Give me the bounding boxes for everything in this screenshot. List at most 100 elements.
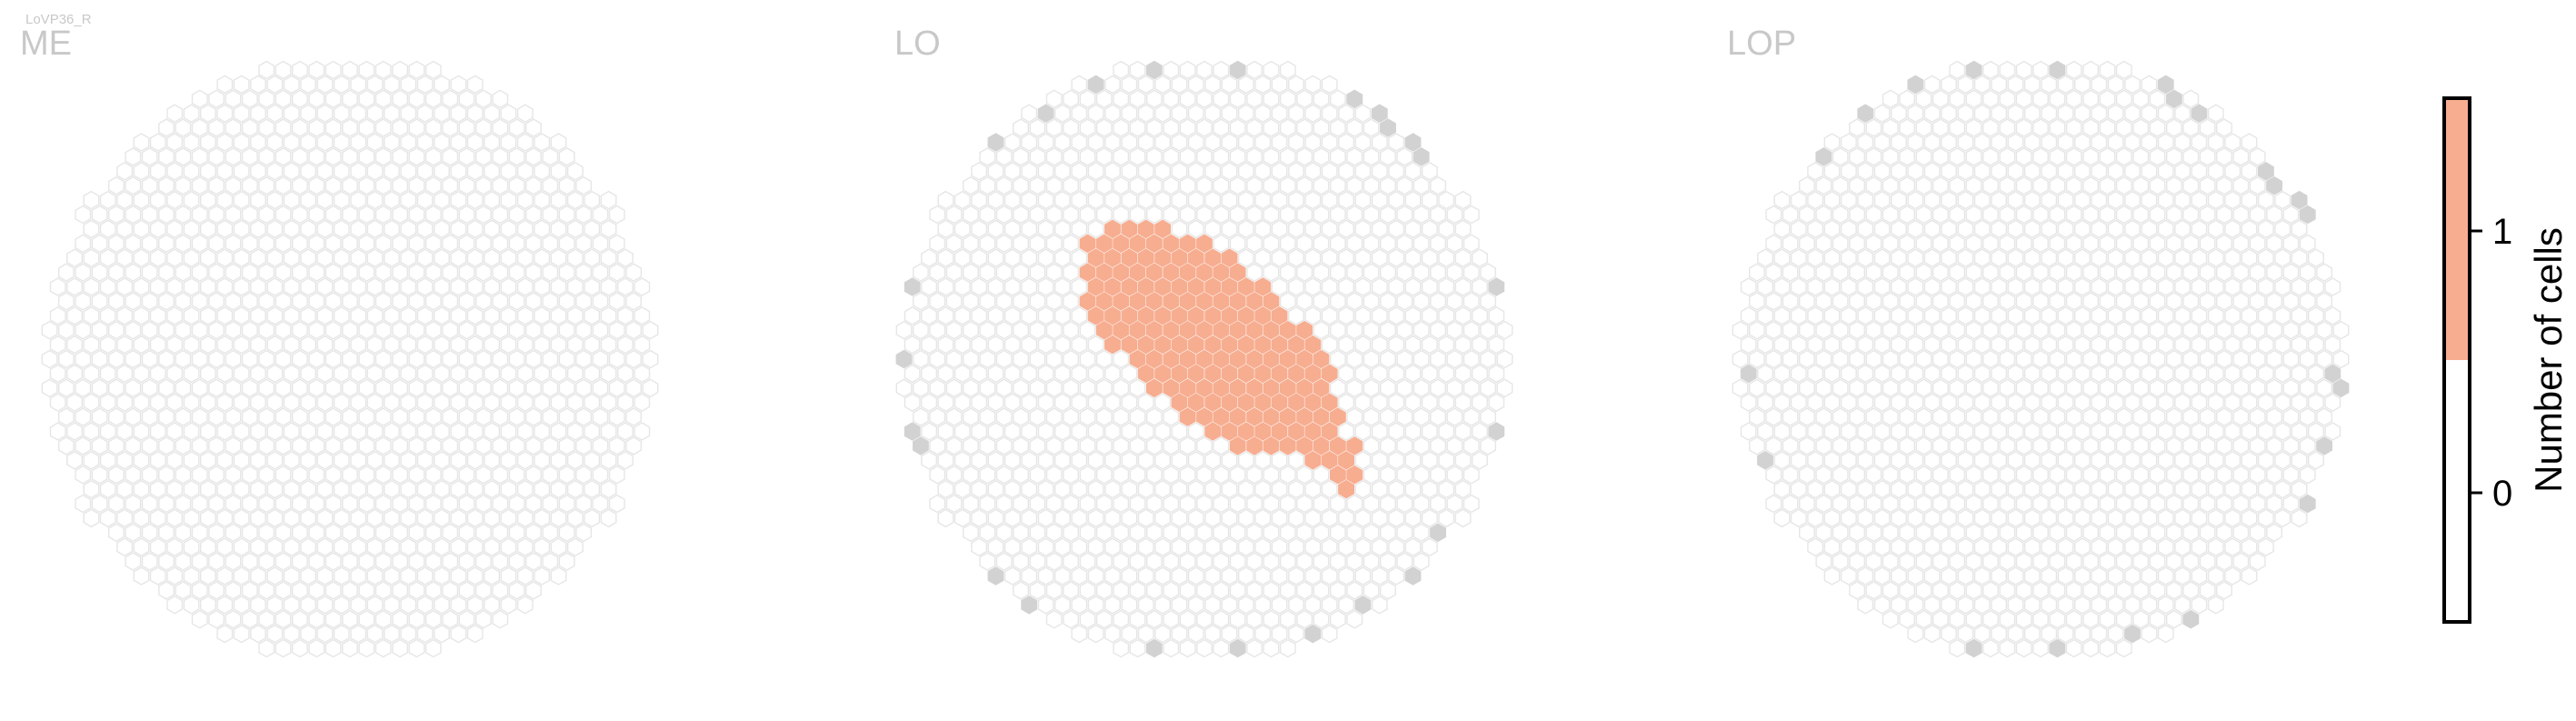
hex-column-0 (1354, 190, 1372, 210)
hex-column-0 (1471, 335, 1488, 355)
hex-column-0 (141, 465, 158, 485)
hex-column-0 (2115, 320, 2132, 340)
hex-column-0 (2249, 465, 2266, 485)
hex-column-0 (1196, 523, 1213, 543)
hex-column-0 (2032, 581, 2049, 600)
hex-column-0 (450, 335, 467, 355)
panel-title-me: ME (20, 25, 72, 63)
hex-column-0 (550, 508, 567, 528)
hex-column-0 (149, 450, 166, 470)
hex-column-0 (508, 320, 525, 340)
hex-column-0 (258, 118, 275, 137)
hex-column-0 (484, 508, 500, 528)
hex-column-0 (1957, 248, 1974, 268)
hex-column-0 (1045, 175, 1063, 195)
hex-column-0 (1438, 364, 1455, 384)
hex-column-0 (1053, 335, 1071, 355)
hex-column-0 (1941, 393, 1957, 413)
hex-column-0 (416, 335, 434, 355)
hex-column-0 (141, 494, 158, 514)
hex-column-0 (1221, 508, 1238, 528)
hex-column-1 (1129, 320, 1146, 340)
hex-column-0 (500, 305, 517, 325)
hex-column-1 (1221, 277, 1238, 296)
hex-column-1 (1179, 263, 1196, 282)
hex-column-0 (1973, 422, 1991, 441)
hex-column-0 (1949, 234, 1966, 254)
hex-column-0 (1121, 161, 1138, 181)
hex-column-0 (408, 552, 425, 571)
hex-column-0 (2182, 234, 2200, 254)
hex-column-0 (1999, 552, 2016, 571)
hex-column-0 (1480, 263, 1497, 282)
hex-column-0 (125, 234, 142, 254)
hex-column-0 (592, 292, 609, 311)
hex-column-0 (600, 277, 617, 296)
hex-column-0 (116, 479, 134, 499)
hex-column-0 (125, 407, 142, 426)
hex-column-0 (1163, 638, 1180, 658)
hex-column-0 (2057, 624, 2074, 644)
hex-column-0 (542, 552, 559, 571)
hex-column-0 (1053, 161, 1071, 181)
hex-column-0 (175, 436, 192, 456)
hex-column-0 (1907, 422, 1924, 441)
hex-column-0 (216, 277, 234, 296)
hex-column-0 (2132, 349, 2150, 369)
hex-column-0 (1237, 190, 1254, 210)
hex-column-0 (350, 364, 367, 384)
hex-column-0 (2307, 422, 2324, 441)
hex-column-0 (1973, 335, 1991, 355)
hex-column-0 (1957, 364, 1974, 384)
hex-column-0 (1446, 407, 1463, 426)
hex-column-0 (400, 248, 417, 268)
hex-column-0 (450, 537, 467, 557)
hex-column-0 (2065, 89, 2082, 109)
hex-column-0 (1053, 219, 1071, 239)
hex-column-0 (1171, 219, 1188, 239)
hex-column-0 (1438, 335, 1455, 355)
hex-column-0 (2282, 320, 2300, 340)
hex-column-0 (1991, 422, 2008, 441)
hex-column-0 (1773, 422, 1791, 441)
hex-column-1 (1079, 234, 1096, 254)
hex-column-0 (1999, 147, 2016, 166)
hex-column-0 (2241, 248, 2258, 268)
hex-column-0 (600, 479, 617, 499)
hex-column-0 (366, 479, 384, 499)
hex-column-0 (2132, 175, 2150, 195)
hex-column-0 (158, 292, 175, 311)
hex-column-0 (971, 422, 988, 441)
hex-column-0 (929, 465, 946, 485)
hex-column-0 (1221, 133, 1238, 152)
hex-column-0 (1379, 494, 1396, 514)
hex-column-0 (1071, 219, 1088, 239)
hex-column-0 (292, 407, 308, 426)
hex-column-edge (1145, 638, 1163, 658)
hex-column-0 (2241, 277, 2258, 296)
hex-column-0 (2041, 104, 2058, 124)
hex-column-0 (2073, 479, 2091, 499)
hex-column-0 (1991, 133, 2008, 152)
hex-column-1 (1296, 320, 1313, 340)
hex-column-0 (1121, 479, 1138, 499)
hex-column-0 (199, 161, 216, 181)
hex-column-0 (1941, 537, 1957, 557)
hex-column-0 (316, 133, 334, 152)
hex-column-0 (2299, 378, 2316, 398)
hex-column-0 (1254, 537, 1272, 557)
hex-column-0 (1079, 581, 1096, 600)
hex-column-0 (2207, 335, 2224, 355)
hex-column-0 (1296, 292, 1313, 311)
hex-column-0 (1371, 335, 1388, 355)
hex-column-0 (1379, 552, 1396, 571)
hex-column-0 (2224, 219, 2242, 239)
hex-column-0 (1021, 393, 1038, 413)
hex-column-1 (1254, 305, 1272, 325)
hex-column-edge (2257, 161, 2274, 181)
hex-column-0 (2107, 479, 2124, 499)
hex-column-0 (1446, 234, 1463, 254)
hex-column-0 (208, 436, 225, 456)
hex-column-0 (979, 263, 996, 282)
hex-column-0 (1404, 305, 1422, 325)
